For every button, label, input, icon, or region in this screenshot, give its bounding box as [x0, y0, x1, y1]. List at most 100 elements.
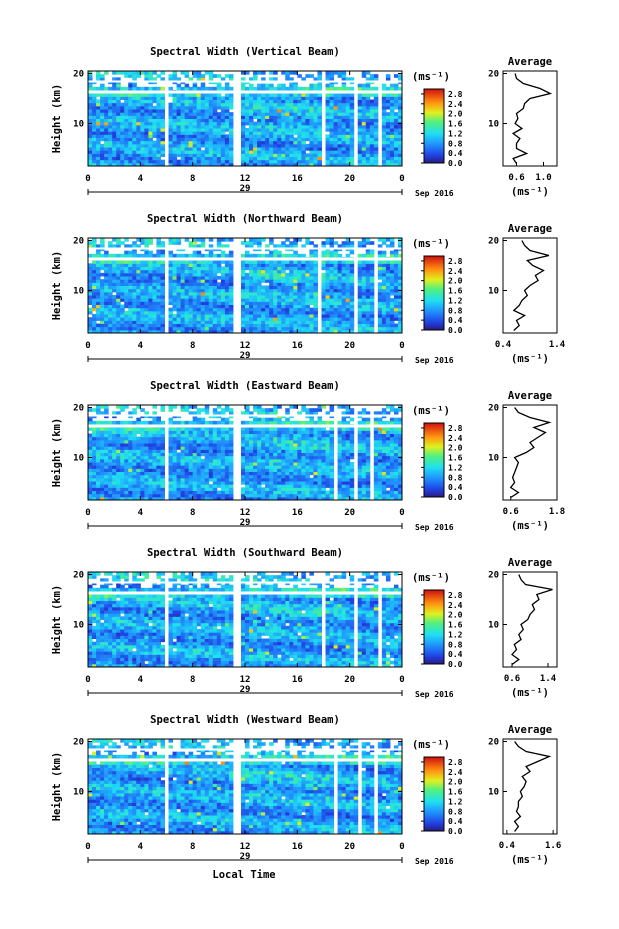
- heatmap-cell: [92, 86, 97, 91]
- heatmap-cell: [329, 241, 335, 245]
- heatmap-cell: [289, 102, 294, 107]
- heatmap-cell: [228, 153, 234, 157]
- heatmap-cell: [88, 285, 93, 290]
- heatmap-cell: [397, 86, 403, 91]
- average-profile-line: [512, 240, 550, 331]
- heatmap-cell: [253, 159, 258, 164]
- heatmap-cell: [269, 71, 274, 75]
- heatmap-cell: [329, 140, 335, 145]
- heatmap-cell: [188, 96, 194, 100]
- heatmap-cell: [132, 121, 137, 126]
- heatmap-cell: [361, 102, 367, 107]
- heatmap-cell: [212, 462, 218, 466]
- heatmap-cell: [393, 304, 399, 309]
- heatmap-cell: [277, 462, 282, 466]
- heatmap-cell: [132, 276, 137, 280]
- heatmap-cell: [220, 105, 226, 110]
- heatmap-cell: [144, 260, 149, 264]
- heatmap-cell: [172, 295, 178, 299]
- heatmap-cell: [180, 282, 186, 286]
- heatmap-cell: [104, 465, 109, 469]
- heatmap-cell: [96, 455, 101, 460]
- heatmap-cell: [361, 285, 367, 290]
- heatmap-cell: [397, 465, 403, 469]
- heatmap-cell: [132, 143, 137, 148]
- heatmap-cell: [136, 269, 141, 274]
- heatmap-cell: [293, 150, 298, 154]
- heatmap-cell: [100, 310, 105, 315]
- heatmap-cell: [180, 263, 186, 267]
- heatmap-cell: [273, 493, 278, 498]
- heatmap-cell: [112, 310, 117, 315]
- heatmap-cell: [345, 276, 351, 280]
- heatmap-cell: [333, 131, 339, 135]
- heatmap-cell: [281, 143, 286, 148]
- heatmap-cell: [261, 465, 266, 469]
- heatmap-cell: [313, 102, 318, 107]
- heatmap-cell: [285, 143, 290, 148]
- heatmap-cell: [104, 86, 109, 91]
- heatmap-cell: [305, 109, 310, 113]
- heatmap-cell: [180, 490, 186, 495]
- heatmap-cell: [301, 260, 306, 264]
- heatmap-cell: [180, 329, 186, 334]
- heatmap-cell: [277, 314, 282, 318]
- heatmap-cell: [273, 162, 278, 167]
- heatmap-cell: [104, 295, 109, 299]
- heatmap-cell: [249, 477, 254, 482]
- heatmap-cell: [120, 121, 125, 126]
- heatmap-cell: [124, 162, 129, 167]
- heatmap-cell: [152, 109, 157, 113]
- heatmap-cell: [281, 484, 286, 488]
- heatmap-cell: [277, 266, 282, 271]
- heatmap-cell: [277, 263, 282, 267]
- heatmap-cell: [176, 137, 182, 142]
- heatmap-cell: [341, 276, 347, 280]
- heatmap-cell: [377, 260, 383, 264]
- heatmap-cell: [216, 253, 222, 258]
- heatmap-cell: [261, 131, 266, 135]
- heatmap-cell: [112, 238, 117, 242]
- heatmap-cell: [204, 121, 210, 126]
- heatmap-cell: [132, 295, 137, 299]
- heatmap-cell: [184, 490, 190, 495]
- heatmap-cell: [325, 323, 331, 328]
- heatmap-cell: [289, 307, 294, 312]
- heatmap-cell: [369, 115, 375, 119]
- heatmap-cell: [381, 291, 387, 296]
- heatmap-cell: [273, 250, 278, 255]
- heatmap-cell: [389, 310, 395, 315]
- heatmap-cell: [88, 253, 93, 258]
- heatmap-cell: [349, 477, 355, 482]
- heatmap-cell: [285, 238, 290, 242]
- average-x-label: (ms⁻¹): [511, 353, 549, 365]
- heatmap-cell: [192, 121, 198, 126]
- heatmap-cell: [140, 487, 145, 491]
- heatmap-cell: [309, 86, 314, 91]
- heatmap-cell: [96, 279, 101, 283]
- heatmap-cell: [140, 71, 145, 75]
- heatmap-cell: [397, 115, 403, 119]
- heatmap-cell: [216, 137, 222, 142]
- heatmap-cell: [132, 317, 137, 321]
- heatmap-cell: [257, 253, 262, 258]
- heatmap-cell: [92, 285, 97, 290]
- heatmap-cell: [285, 115, 290, 119]
- heatmap-cell: [325, 153, 331, 157]
- heatmap-cell: [212, 458, 218, 463]
- heatmap-cell: [156, 471, 161, 476]
- heatmap-cell: [305, 304, 310, 309]
- heatmap-cell: [269, 105, 274, 110]
- heatmap-cell: [273, 96, 278, 100]
- heatmap-cell: [180, 307, 186, 312]
- heatmap-cell: [108, 307, 113, 312]
- heatmap-cell: [301, 121, 306, 126]
- heatmap-cell: [216, 465, 222, 469]
- heatmap-cell: [148, 282, 153, 286]
- heatmap-cell: [305, 462, 310, 466]
- heatmap-cell: [313, 109, 318, 113]
- heatmap-cell: [136, 71, 141, 75]
- heatmap-cell: [204, 468, 210, 472]
- heatmap-cell: [281, 310, 286, 315]
- heatmap-cell: [124, 131, 129, 135]
